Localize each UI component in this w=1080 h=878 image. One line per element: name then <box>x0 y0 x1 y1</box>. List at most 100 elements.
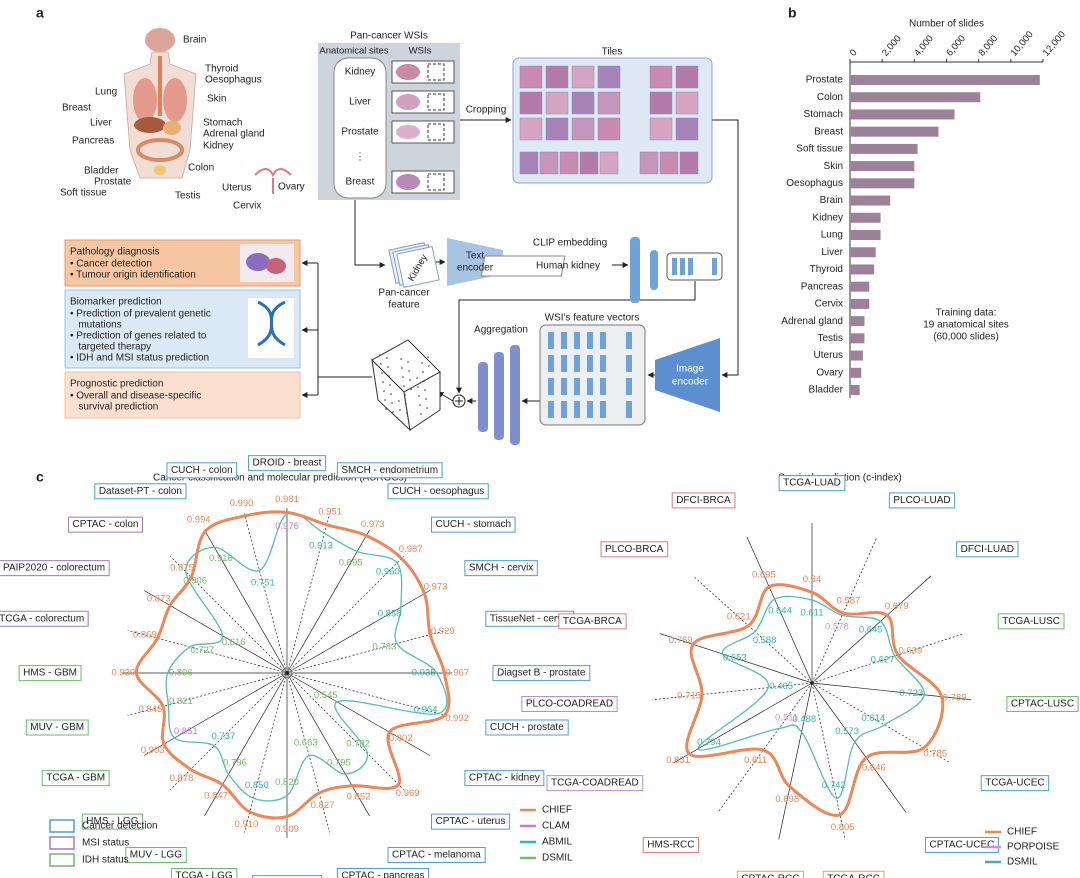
value-label: 0.873 <box>147 593 171 604</box>
wsi-header: Anatomical sites <box>319 46 388 57</box>
spoke <box>204 529 288 674</box>
baseline-value-label: 0.663 <box>294 738 318 749</box>
legend-label: IDH status <box>82 855 129 866</box>
connectors <box>301 117 739 404</box>
spoke <box>286 672 431 756</box>
y-tick-label: Prostate <box>806 75 844 86</box>
task-title: Biomarker prediction <box>70 297 162 308</box>
value-label: 0.909 <box>275 824 299 835</box>
axis-label: HMS - GBM <box>23 668 77 679</box>
site-label: Breast <box>346 177 375 188</box>
label-box <box>18 665 82 682</box>
label-box <box>94 483 187 500</box>
axis-label: TCGA - colorectum <box>0 613 84 624</box>
bar <box>850 126 939 137</box>
spoke <box>286 513 331 674</box>
spoke <box>659 633 813 684</box>
value-label: 0.869 <box>133 629 157 640</box>
task-item: • Tumour origin identification <box>70 270 196 281</box>
clip-text: Human kidney <box>536 261 600 272</box>
tile <box>679 151 699 175</box>
feature-dot <box>423 380 425 382</box>
spoke <box>778 682 813 840</box>
axis-title: Number of slides <box>909 19 984 30</box>
task-item: • Prediction of prevalent genetic <box>70 309 211 320</box>
label-box <box>25 719 89 736</box>
baseline-line <box>165 511 448 802</box>
feature-cell <box>587 332 593 349</box>
y-tick-label: Testis <box>817 333 843 344</box>
task-item: • Prediction of genes related to <box>70 331 207 342</box>
tile <box>571 65 595 89</box>
tile <box>519 151 539 175</box>
feature-dot <box>420 413 422 415</box>
label-box <box>170 867 238 878</box>
axis-label: HMS-RCC <box>647 839 694 850</box>
spoke <box>811 682 972 701</box>
clip-label: CLIP embedding <box>533 238 607 249</box>
legend-label: MSI status <box>82 838 129 849</box>
task-item: • IDH and MSI status prediction <box>70 353 209 364</box>
axis-label: MUV - LGG <box>130 850 182 861</box>
bar <box>850 75 1040 85</box>
tile <box>639 151 659 175</box>
axis-label: TCGA - LGG <box>175 870 232 878</box>
feature-cell <box>587 355 593 372</box>
value-label: 0.951 <box>318 507 342 518</box>
tile <box>519 91 543 115</box>
baseline-value-label: 0.588 <box>753 635 777 646</box>
tile <box>539 151 559 175</box>
axis-label: TCGA-COADREAD <box>551 778 639 789</box>
value-label: 0.695 <box>752 569 776 580</box>
feature-dot <box>418 395 420 397</box>
feature-dot <box>398 400 400 402</box>
axis-label: SMCH - cervix <box>469 563 533 574</box>
feature-dot <box>404 394 406 396</box>
x-tick-label: 12,000 <box>1041 29 1068 58</box>
bar <box>850 109 955 120</box>
feature-dot <box>422 371 424 373</box>
task-item: survival prediction <box>70 402 158 413</box>
baseline-value-label: 0.858 <box>378 608 402 619</box>
baseline-value-label: 0.627 <box>871 655 895 666</box>
baseline-value-label: 0.511 <box>775 713 798 724</box>
spoke <box>811 682 951 764</box>
body-figure <box>123 28 292 194</box>
task-title: Prognostic prediction <box>70 379 163 390</box>
feature-dot <box>428 365 430 367</box>
axis-label: CUCH - colon <box>171 465 233 476</box>
value-label: 0.969 <box>396 788 420 799</box>
legend-box <box>49 836 75 850</box>
bar <box>850 212 881 223</box>
value-label: 0.587 <box>837 596 861 607</box>
y-tick-label: Kidney <box>812 212 843 223</box>
axis-label: TCGA-BRCA <box>563 616 622 627</box>
value-label: 0.875 <box>170 562 194 573</box>
tile <box>545 65 569 89</box>
site-label: Kidney <box>345 67 376 78</box>
y-tick-label: Breast <box>814 126 843 137</box>
annotation: (60,000 slides) <box>933 332 999 343</box>
series-line <box>134 510 451 820</box>
panel-label: a <box>36 5 44 21</box>
baseline-value-label: 0.916 <box>209 553 233 564</box>
task-title: Pathology diagnosis <box>70 247 160 258</box>
bar <box>850 264 875 275</box>
feature-label: feature <box>388 300 420 311</box>
tile <box>571 117 595 141</box>
label-box <box>68 516 144 533</box>
spoke <box>811 536 878 684</box>
legend-label: ABMIL <box>542 837 572 848</box>
axis-label: TCGA-LUAD <box>783 478 841 489</box>
label-box <box>248 455 327 472</box>
text-cards <box>388 242 440 288</box>
axis-label: TCGA-UCEC <box>985 778 1044 789</box>
value-label: 0.639 <box>898 646 922 657</box>
value-label: 0.789 <box>943 693 967 704</box>
organ-label: Thyroid <box>205 64 238 75</box>
x-tick-label: 6,000 <box>944 33 968 58</box>
y-tick-label: Pancreas <box>801 281 843 292</box>
task-item: targeted therapy <box>70 342 151 353</box>
baseline-value-label: 0.895 <box>339 557 363 568</box>
value-label: 0.852 <box>347 791 371 802</box>
